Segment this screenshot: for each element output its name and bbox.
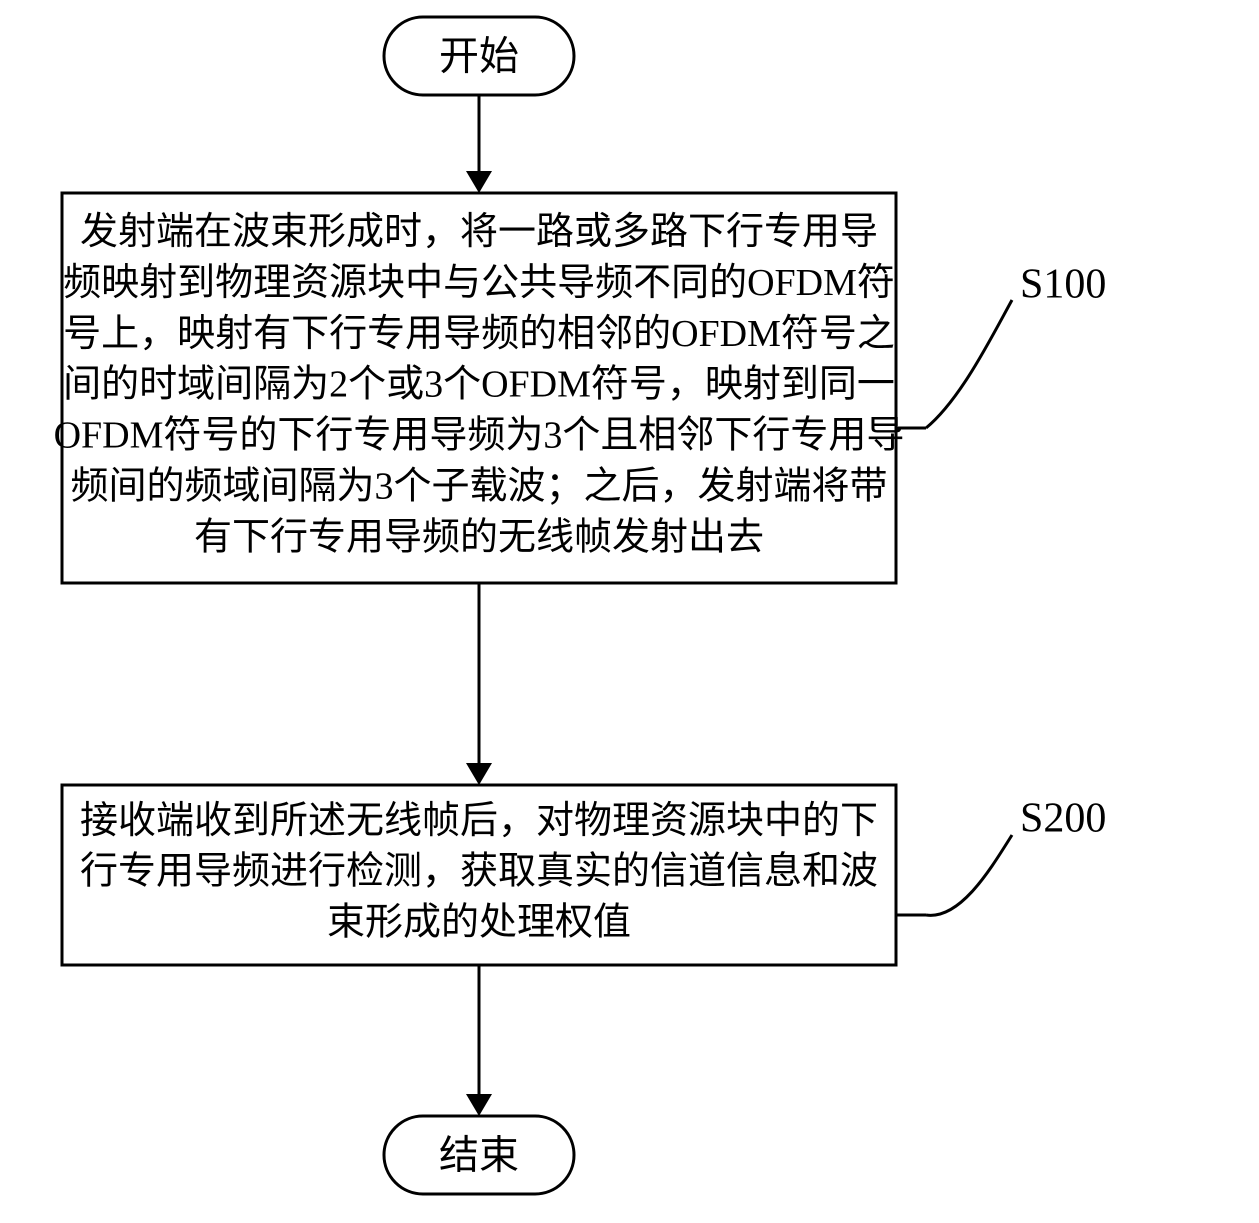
step-label: S200 bbox=[1020, 796, 1106, 842]
arrow-head bbox=[466, 763, 492, 785]
process-text-line: 有下行专用导频的无线帧发射出去 bbox=[194, 516, 764, 558]
arrow-head bbox=[466, 171, 492, 193]
arrow-head bbox=[466, 1094, 492, 1116]
process-text-line: 接收端收到所述无线帧后，对物理资源块中的下 bbox=[80, 800, 878, 842]
label-curve bbox=[926, 835, 1012, 915]
terminator-label: 结束 bbox=[439, 1133, 519, 1178]
terminator-label: 开始 bbox=[439, 34, 519, 79]
flowchart-canvas: 开始发射端在波束形成时，将一路或多路下行专用导频映射到物理资源块中与公共导频不同… bbox=[0, 0, 1259, 1223]
step-label: S100 bbox=[1020, 262, 1106, 308]
process-text-line: 号上，映射有下行专用导频的相邻的OFDM符号之 bbox=[63, 313, 895, 355]
process-text-line: 发射端在波束形成时，将一路或多路下行专用导 bbox=[80, 211, 878, 253]
process-text-line: 间的时域间隔为2个或3个OFDM符号，映射到同一 bbox=[63, 364, 895, 406]
process-text-line: 频间的频域间隔为3个子载波；之后，发射端将带 bbox=[70, 466, 887, 508]
process-text: 发射端在波束形成时，将一路或多路下行专用导频映射到物理资源块中与公共导频不同的O… bbox=[54, 211, 905, 559]
process-text-line: 束形成的处理权值 bbox=[327, 902, 631, 944]
label-curve bbox=[926, 300, 1012, 428]
process-text-line: OFDM符号的下行专用导频为3个且相邻下行专用导 bbox=[54, 415, 905, 457]
process-text-line: 行专用导频进行检测，获取真实的信道信息和波 bbox=[80, 851, 878, 893]
process-text-line: 频映射到物理资源块中与公共导频不同的OFDM符 bbox=[63, 262, 895, 304]
